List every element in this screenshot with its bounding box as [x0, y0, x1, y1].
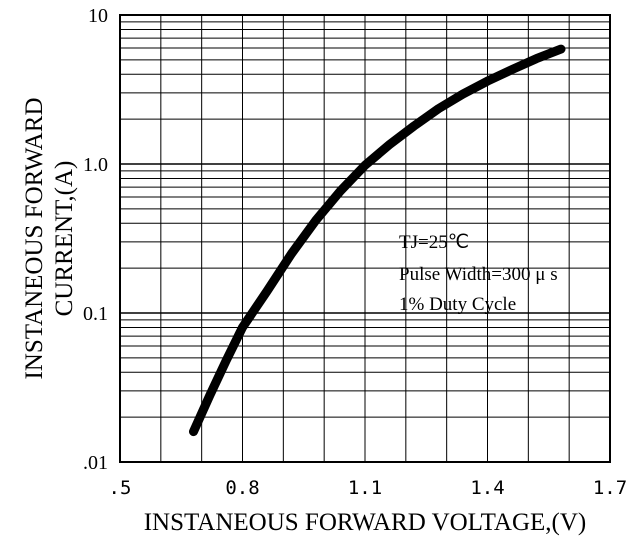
- y-tick-label: 1.0: [83, 154, 108, 176]
- curves: [189, 44, 566, 437]
- x-tick-label: .5: [109, 477, 132, 499]
- x-tick-label: 1.1: [348, 477, 382, 499]
- y-tick-label: 0.1: [83, 303, 108, 325]
- x-tick-label: 1.4: [470, 477, 504, 499]
- annotation-pulse-width: Pulse Width=300 μ s: [399, 264, 558, 285]
- y-tick-label: .01: [83, 452, 108, 474]
- x-axis-label: INSTANEOUS FORWARD VOLTAGE,(V): [144, 509, 587, 536]
- y-axis-label-line-2: CURRENT,(A): [51, 161, 78, 317]
- y-tick-labels: .01 0.1 1.0 10: [83, 5, 108, 474]
- annotation-duty-cycle: 1% Duty Cycle: [399, 294, 516, 315]
- y-tick-label: 10: [88, 5, 108, 27]
- y-axis-label-line-1: INSTANEOUS FORWARD: [21, 97, 48, 379]
- series-line: [189, 44, 566, 437]
- x-tick-label: 0.8: [225, 477, 259, 499]
- x-tick-labels: .5 0.8 1.1 1.4 1.7: [109, 477, 628, 499]
- x-tick-label: 1.7: [593, 477, 627, 499]
- plot-frame: [119, 14, 611, 463]
- grid: [120, 15, 610, 462]
- annotation-temperature: TJ=25℃: [399, 232, 469, 253]
